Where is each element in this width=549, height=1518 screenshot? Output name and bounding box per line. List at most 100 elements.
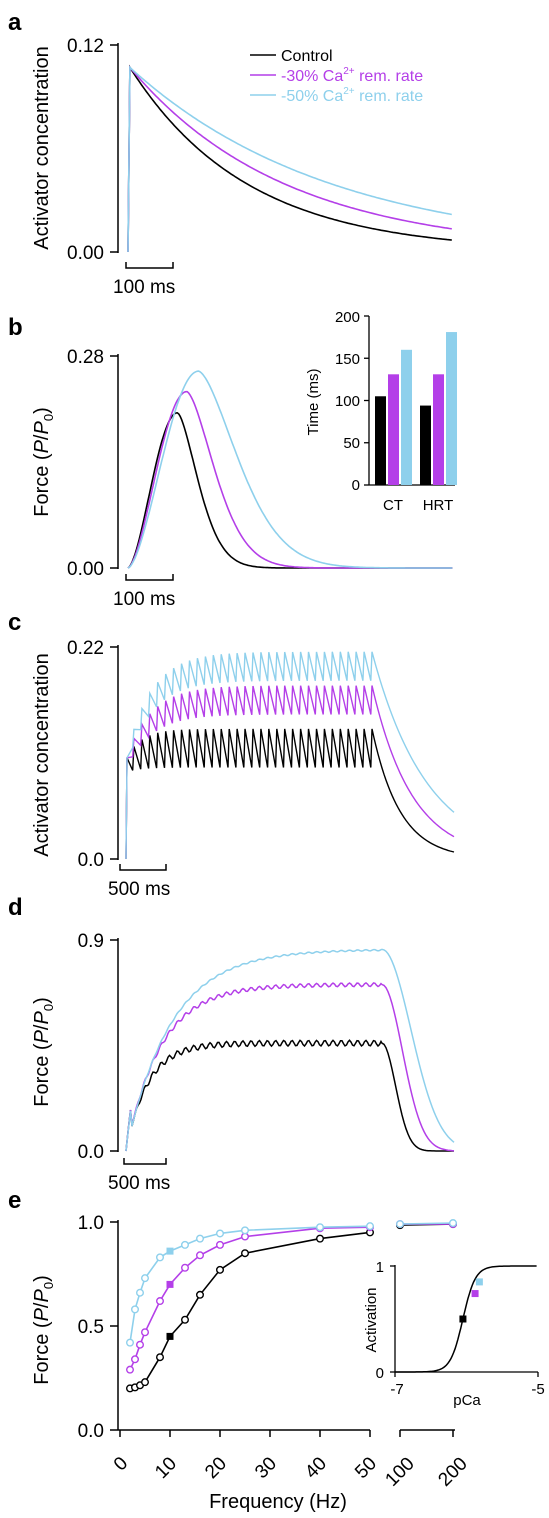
panel-e-marker-r50: [240, 1226, 249, 1235]
panel-a-scalebar-label: 100 ms: [113, 277, 175, 298]
inset-e-curve: [395, 1265, 537, 1373]
panel-e-marker-r30: [180, 1263, 189, 1272]
panel-d-ylabel: Force (P/P0): [31, 997, 56, 1107]
panel-e-line-r30-main: [129, 1226, 371, 1371]
inset-b-ytick-200: 200: [335, 309, 360, 326]
panel-e-marker-filled-r30: [166, 1280, 174, 1288]
panel-e-line-ctrl-main: [129, 1231, 371, 1390]
panel-e-xtick-label-0: 0: [110, 1453, 132, 1475]
panel-e-marker-r30: [155, 1297, 164, 1306]
panel-e-marker-ctrl: [316, 1234, 325, 1243]
legend-label-control: Control: [281, 48, 333, 65]
inset-e-ytick-label-0: 0: [376, 1365, 384, 1382]
panel-c-ylabel: Activator concentration: [31, 653, 53, 856]
panel-e-marker-r50: [130, 1305, 139, 1314]
panel-d: d Force (P/P0) 0.9 0.0 500 ms: [8, 894, 455, 1194]
inset-b-ylabel: Time (ms): [305, 369, 322, 436]
panel-letter-a: a: [8, 9, 22, 36]
panel-d-ytick-label-bottom: 0.0: [78, 1142, 104, 1163]
panel-letter-b: b: [8, 314, 23, 341]
panel-e-marker-ctrl: [140, 1378, 149, 1387]
inset-b-bar-ctrl-hrt: [420, 405, 431, 485]
panel-e-marker-r30: [135, 1340, 144, 1349]
inset-b-ytick-150: 150: [335, 351, 360, 368]
panel-letter-d: d: [8, 894, 23, 921]
inset-b-category-hrt: HRT: [423, 497, 454, 514]
panel-e-marker-r50: [396, 1220, 405, 1229]
panel-c-ytick-label-bottom: 0.0: [78, 850, 104, 871]
panel-e-ylabel: Force (P/P0): [31, 1275, 56, 1385]
panel-c-scalebar-label: 500 ms: [108, 879, 170, 900]
panel-e-marker-ctrl: [240, 1249, 249, 1258]
panel-d-scalebar-label: 500 ms: [108, 1173, 170, 1194]
panel-e-xtick-label-50: 50: [351, 1453, 381, 1483]
panel-b-ytick-label-top: 0.28: [67, 347, 104, 368]
legend: Control -30% Ca2+ rem. rate -50% Ca2+ re…: [250, 48, 423, 105]
panel-b-ytick-label-bottom: 0.00: [67, 559, 104, 580]
panel-b-inset: Time (ms) 200 150 100 50 0 CT HRT: [305, 309, 457, 514]
inset-b-ytick-0: 0: [352, 477, 360, 494]
inset-e-xtick-label-left: -7: [390, 1381, 403, 1398]
panel-e-marker-r30: [130, 1355, 139, 1364]
panel-e-line-r50-break: [399, 1222, 454, 1225]
panel-c-ytick-label-top: 0.22: [67, 638, 104, 659]
panel-a-series-control: [127, 64, 452, 253]
panel-e-xtick-label-200: 200: [434, 1453, 471, 1490]
panel-letter-e: e: [8, 1187, 21, 1214]
panel-e-marker-r50: [316, 1223, 325, 1232]
panel-e-xtick-label-20: 20: [201, 1453, 231, 1483]
panel-e-ytick-label-1: 1.0: [78, 1213, 104, 1234]
panel-e-marker-ctrl: [195, 1290, 204, 1299]
panel-e-marker-r50: [135, 1288, 144, 1297]
inset-b-bar-ctrl-ct: [375, 396, 386, 485]
legend-label-30: -30% Ca2+ rem. rate: [281, 66, 423, 85]
panel-b-scalebar: [125, 574, 174, 581]
inset-e-ylabel: Activation: [363, 1287, 380, 1352]
inset-e-xlabel: pCa: [453, 1392, 481, 1409]
inset-b-bar-r50-hrt: [446, 332, 457, 485]
panel-e-x-tick-labels: 0 10 20 30 40 50 100 200: [110, 1453, 472, 1491]
panel-b: b Force (P/P0) 0.28 0.00 100 ms Time (ms…: [8, 309, 457, 610]
panel-e-marker-r50: [215, 1229, 224, 1238]
panel-e-marker-r30: [140, 1328, 149, 1337]
inset-e-marker-ctrl: [459, 1315, 467, 1323]
panel-e-marker-r50: [449, 1219, 458, 1228]
panel-b-ylabel: Force (P/P0): [31, 407, 56, 517]
panel-c: c Activator concentration 0.22 0.0 500 m…: [8, 609, 455, 900]
panel-e-marker-r30: [125, 1365, 134, 1374]
panel-e-xlabel: Frequency (Hz): [209, 1491, 347, 1513]
panel-a-series-30: [127, 65, 452, 253]
panel-c-scalebar: [119, 864, 167, 871]
panel-e-inset: 1 0 -7 -5 pCa Activation: [363, 1259, 545, 1409]
panel-a-series-50: [127, 65, 452, 253]
panel-e-marker-r50: [195, 1234, 204, 1243]
panel-c-series-50: [125, 651, 455, 860]
inset-e-xtick-label-right: -5: [531, 1381, 544, 1398]
panel-d-series-50: [125, 948, 455, 1152]
panel-a-ylabel: Activator concentration: [31, 46, 53, 249]
panel-e-ytick-label-05: 0.5: [78, 1317, 104, 1338]
panel-e-ytick-label-0: 0.0: [78, 1421, 104, 1442]
panel-a-ytick-label-bottom: 0.00: [67, 243, 104, 264]
panel-e-marker-r50: [155, 1253, 164, 1262]
panel-e: e Force (P/P0) 1.0 0.5 0.0 0 10 20 30 40…: [8, 1187, 545, 1513]
inset-b-ytick-50: 50: [343, 435, 360, 452]
panel-d-series-control: [125, 1039, 454, 1152]
panel-d-series-30: [125, 981, 455, 1152]
panel-e-marker-r50: [180, 1240, 189, 1249]
inset-b-category-ct: CT: [383, 497, 403, 514]
panel-e-line-r50-main: [129, 1225, 371, 1343]
panel-e-series: [125, 1219, 458, 1393]
panel-letter-c: c: [8, 609, 21, 636]
panel-e-marker-r50: [140, 1274, 149, 1283]
panel-e-x-ticks: [119, 1430, 454, 1437]
panel-a-ytick-label-top: 0.12: [67, 36, 104, 57]
panel-e-marker-r30: [215, 1240, 224, 1249]
panel-c-series-control: [125, 728, 455, 860]
panel-d-scalebar: [123, 1158, 167, 1165]
legend-label-50: -50% Ca2+ rem. rate: [281, 86, 423, 105]
inset-b-bar-r30-ct: [388, 374, 399, 485]
panel-e-marker-r30: [195, 1251, 204, 1260]
panel-e-xtick-label-100: 100: [381, 1453, 418, 1490]
